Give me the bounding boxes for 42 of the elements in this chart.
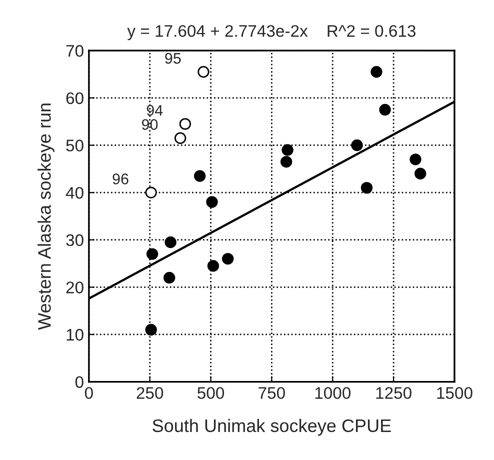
- annotation: 94: [146, 104, 163, 116]
- point: [370, 66, 382, 78]
- chart-title: y = 17.604 + 2.7743e-2x R^2 = 0.613: [127, 25, 416, 40]
- point: [280, 156, 292, 168]
- point: [207, 260, 220, 272]
- annotation: 95: [165, 52, 181, 64]
- point: [145, 186, 157, 198]
- y-tick-label: 50: [66, 140, 84, 152]
- x-tick-label: 0: [84, 387, 93, 399]
- y-tick-label: 70: [66, 45, 84, 57]
- y-axis-title: Western Alaska sockeye run: [38, 104, 54, 330]
- point: [194, 170, 206, 182]
- x-tick-label: 1250: [376, 387, 412, 399]
- y-tick-label: 20: [66, 282, 84, 294]
- y-tick-label: 0: [75, 376, 84, 388]
- point: [174, 132, 186, 144]
- y-tick-label: 30: [66, 234, 84, 246]
- annotation: 90: [142, 119, 158, 130]
- x-tick-label: 250: [136, 387, 164, 399]
- point: [164, 236, 176, 248]
- point: [198, 66, 210, 78]
- point: [351, 139, 363, 152]
- point: [145, 324, 157, 336]
- point: [360, 182, 373, 194]
- annotation: 96: [112, 174, 128, 184]
- point: [282, 144, 294, 156]
- x-tick-label: 1500: [437, 387, 472, 399]
- point: [206, 196, 218, 208]
- point: [379, 104, 391, 116]
- x-tick-label: 1000: [315, 387, 351, 399]
- x-axis-title: South Unimak sockeye CPUE: [152, 418, 391, 436]
- point: [146, 248, 158, 260]
- x-tick-label: 500: [198, 387, 224, 399]
- y-tick-label: 60: [66, 92, 84, 104]
- point: [222, 252, 234, 265]
- point: [179, 118, 192, 130]
- x-tick-label: 750: [258, 387, 285, 399]
- point: [410, 154, 422, 166]
- point: [164, 272, 176, 284]
- y-tick-label: 10: [66, 328, 84, 341]
- y-tick-label: 40: [66, 186, 84, 199]
- point: [414, 168, 426, 180]
